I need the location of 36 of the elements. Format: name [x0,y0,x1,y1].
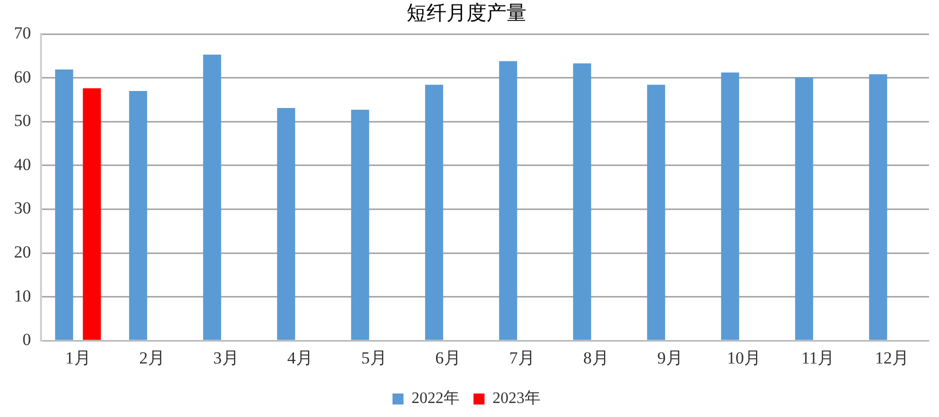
bar [82,88,101,340]
x-tick-label: 4月 [287,348,313,368]
chart-title: 短纤月度产量 [406,2,526,24]
x-tick-label: 1月 [65,348,91,368]
legend-label: 2022年 [412,390,460,408]
bar [203,54,222,340]
bar [351,110,370,340]
x-tick-label: 5月 [361,348,387,368]
y-tick-label: 30 [14,198,31,218]
bar [55,69,74,340]
x-tick-label: 8月 [583,348,609,368]
bar [277,108,296,340]
bar [869,74,888,340]
y-tick-label: 40 [14,154,31,174]
x-tick-label: 7月 [509,348,535,368]
y-tick-label: 60 [14,67,31,86]
x-tick-label: 6月 [435,348,461,368]
y-tick-label: 70 [14,23,31,42]
bar [129,90,148,340]
bar [721,72,740,340]
x-tick-label: 12月 [875,348,909,368]
x-tick-label: 9月 [657,348,683,368]
y-tick-label: 0 [22,330,31,350]
bar [795,77,814,340]
bar [425,84,444,340]
x-tick-label: 11月 [801,348,835,368]
x-tick-label: 3月 [213,348,239,368]
y-tick-label: 50 [14,111,31,130]
x-tick-label: 2月 [139,348,165,368]
legend-label: 2023年 [492,390,540,408]
bar [499,61,518,340]
y-tick-label: 20 [14,242,31,262]
bar [573,63,592,340]
bar [647,84,666,340]
y-tick-label: 10 [14,286,31,306]
x-tick-label: 10月 [727,348,761,368]
